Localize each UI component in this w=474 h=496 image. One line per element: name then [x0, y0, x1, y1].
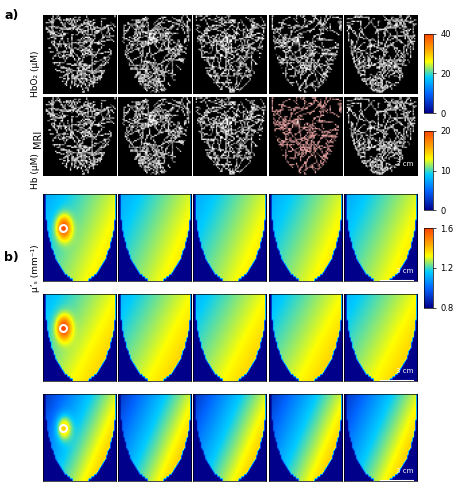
Text: HbO₂ (μM): HbO₂ (μM)	[31, 50, 40, 97]
Text: 3 cm: 3 cm	[396, 468, 413, 474]
Text: 3 cm: 3 cm	[396, 368, 413, 374]
Text: a): a)	[4, 9, 18, 22]
Text: Hb (μM): Hb (μM)	[31, 153, 40, 188]
Text: 3 cm: 3 cm	[396, 268, 413, 274]
Text: μ’ₛ (mm⁻¹): μ’ₛ (mm⁻¹)	[31, 244, 40, 292]
Text: 3 cm: 3 cm	[396, 161, 413, 167]
Text: MRI: MRI	[33, 130, 43, 148]
Text: b): b)	[4, 251, 19, 264]
